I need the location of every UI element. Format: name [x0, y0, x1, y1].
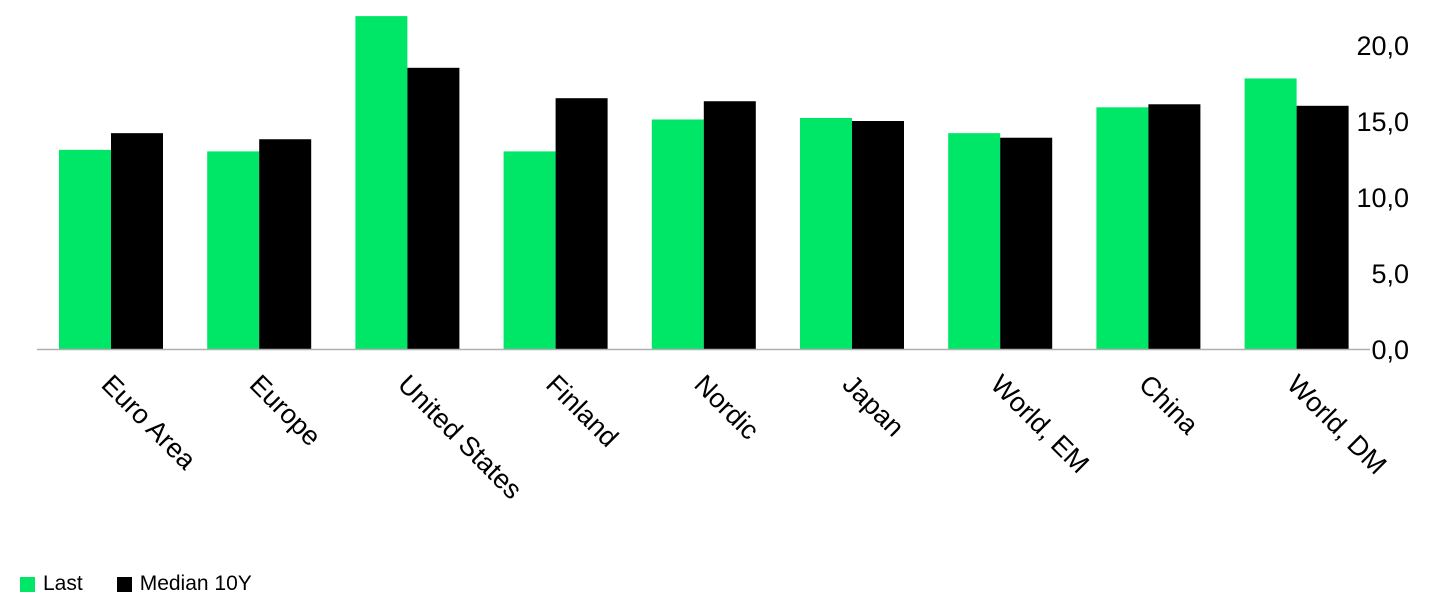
bar-median-10y-finland [555, 98, 608, 349]
bar-last-finland [503, 151, 556, 349]
bar-last-nordic [651, 119, 704, 349]
y-axis-ticks: 0,0 5,0 10,0 15,0 20,0 [1356, 31, 1409, 365]
x-tick-label-nordic: Nordic [689, 369, 765, 445]
bar-median-10y-europe [259, 139, 312, 349]
bar-last-europe [207, 151, 260, 349]
legend-item-median-10y: Median 10Y [116, 572, 252, 596]
bar-median-10y-japan [852, 121, 904, 349]
bars-group [59, 16, 1349, 350]
legend-label-last: Last [43, 572, 83, 595]
y-tick-label: 10,0 [1356, 183, 1409, 213]
x-tick-label-world-em: World, EM [985, 369, 1095, 479]
bar-last-japan [800, 117, 852, 350]
x-tick-label-united-states: United States [392, 369, 528, 505]
legend-swatch-median-10y [116, 576, 132, 592]
bar-median-10y-united-states [407, 67, 460, 350]
x-tick-label-china: China [1133, 369, 1205, 441]
bar-median-10y-nordic [703, 101, 756, 350]
bar-median-10y-world-dm [1296, 105, 1349, 349]
bar-last-world-em [948, 133, 1001, 349]
bar-median-10y-china [1148, 104, 1201, 349]
bar-last-world-dm [1244, 78, 1297, 349]
x-tick-label-world-dm: World, DM [1281, 369, 1392, 480]
bar-last-united-states [355, 16, 408, 350]
y-tick-label: 20,0 [1356, 31, 1409, 61]
y-tick-label: 0,0 [1371, 335, 1409, 365]
y-tick-label: 5,0 [1371, 259, 1409, 289]
legend: Last Median 10Y [20, 572, 286, 596]
bar-median-10y-euro-area [111, 133, 163, 349]
x-tick-label-euro-area: Euro Area [96, 369, 203, 476]
bar-median-10y-world-em [1000, 137, 1053, 349]
bar-last-euro-area [59, 149, 111, 349]
x-tick-label-europe: Europe [244, 369, 327, 452]
legend-label-median-10y: Median 10Y [139, 572, 252, 595]
y-tick-label: 15,0 [1356, 107, 1409, 137]
x-tick-label-japan: Japan [837, 369, 910, 442]
x-axis-labels: Euro Area Europe United States Finland Nordi… [96, 369, 1393, 505]
legend-item-last: Last [20, 572, 83, 596]
bar-last-china [1096, 107, 1149, 349]
legend-swatch-last [20, 576, 35, 592]
x-tick-label-finland: Finland [540, 369, 624, 453]
